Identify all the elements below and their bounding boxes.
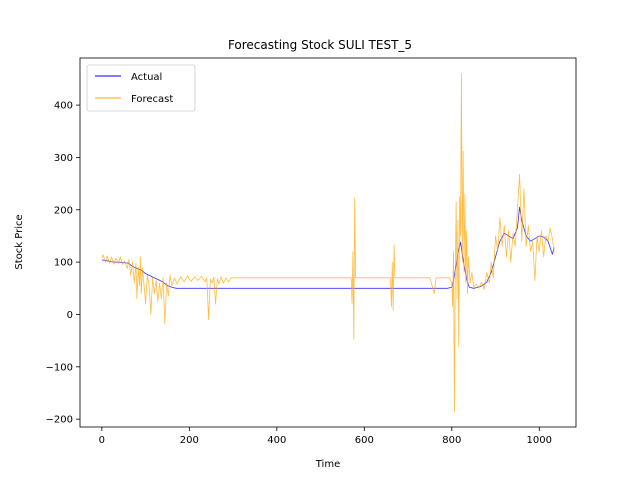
y-axis: −200 −100 0 100 200 300 400 [46,101,80,426]
x-tick-label: 800 [442,435,461,446]
chart-title: Forecasting Stock SULI TEST_5 [228,38,412,52]
legend-box [86,64,196,112]
series-line-actual [101,206,555,289]
x-axis-label: Time [315,459,340,470]
y-axis-label: Stock Price [14,214,25,269]
x-tick-label: 600 [355,435,374,446]
x-tick-label: 0 [99,435,105,446]
series-layer [101,73,555,412]
plot-frame [79,57,577,428]
y-tick-label: 100 [54,258,73,269]
y-tick-label: −200 [46,415,73,426]
y-tick-label: 200 [54,205,73,216]
x-tick-label: 400 [267,435,286,446]
y-tick-label: 400 [54,101,73,112]
series-line-forecast [101,73,555,412]
y-tick-label: −100 [46,362,73,373]
x-tick-label: 1000 [527,435,552,446]
y-tick-label: 0 [67,310,73,321]
x-tick-label: 200 [180,435,199,446]
legend: Actual Forecast [86,64,196,112]
legend-label-forecast: Forecast [131,94,173,105]
x-axis: 0 200 400 600 800 1000 [99,427,552,446]
legend-label-actual: Actual [131,72,162,83]
y-tick-label: 300 [54,153,73,164]
